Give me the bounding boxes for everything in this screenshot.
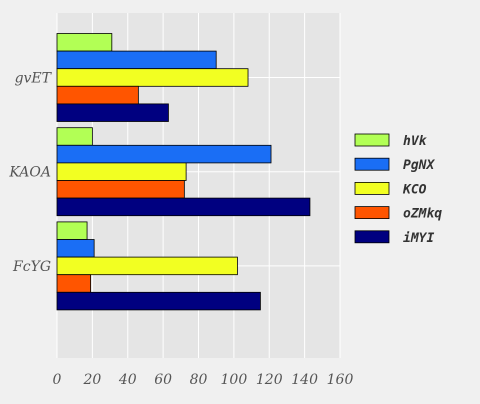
bar-oZMkq-gvET (56, 85, 139, 105)
bar-KCO-gvET (56, 68, 249, 87)
x-tick-label: 40 (118, 372, 137, 388)
y-tick-label: KAOA (8, 165, 51, 181)
x-tick-label: 0 (53, 372, 62, 388)
x-tick-label: 60 (154, 372, 172, 388)
bar-iMYI-gvET (56, 103, 169, 122)
legend-label-KCO: KCO (402, 182, 427, 197)
bar-iMYI-KAOA (56, 197, 311, 217)
legend-label-oZMkq: oZMkq (403, 207, 442, 222)
bar-KCO-FcYG (56, 256, 238, 276)
x-tick-label: 20 (82, 372, 101, 388)
x-tick-label: 100 (221, 372, 248, 388)
legend-swatch-PgNX (354, 157, 390, 171)
bar-hVk-KAOA (56, 127, 93, 146)
x-tick-label: 160 (327, 372, 354, 388)
x-tick-label: 140 (291, 372, 318, 388)
legend-label-iMYI: iMYI (403, 231, 434, 246)
bar-oZMkq-FcYG (56, 274, 92, 293)
legend-swatch-oZMkq (354, 206, 390, 220)
legend-label-PgNX: PgNX (403, 158, 435, 173)
y-tick-label: FcYG (12, 259, 51, 275)
bar-hVk-gvET (56, 33, 113, 52)
legend-swatch-hVk (354, 133, 390, 147)
bar-KCO-KAOA (56, 162, 187, 181)
x-tick-label: 120 (256, 372, 283, 388)
bar-hVk-FcYG (56, 221, 88, 240)
legend-swatch-iMYI (354, 230, 390, 244)
bar-iMYI-FcYG (56, 291, 261, 311)
bar-oZMkq-KAOA (56, 180, 185, 199)
legend-swatch-KCO (354, 181, 390, 195)
y-tick-label: gvET (15, 71, 53, 87)
bar-PgNX-FcYG (56, 239, 95, 258)
x-tick-label: 80 (190, 372, 208, 388)
legend-label-hVk: hVk (403, 134, 428, 149)
bar-PgNX-gvET (56, 50, 217, 70)
bar-PgNX-KAOA (56, 144, 272, 164)
